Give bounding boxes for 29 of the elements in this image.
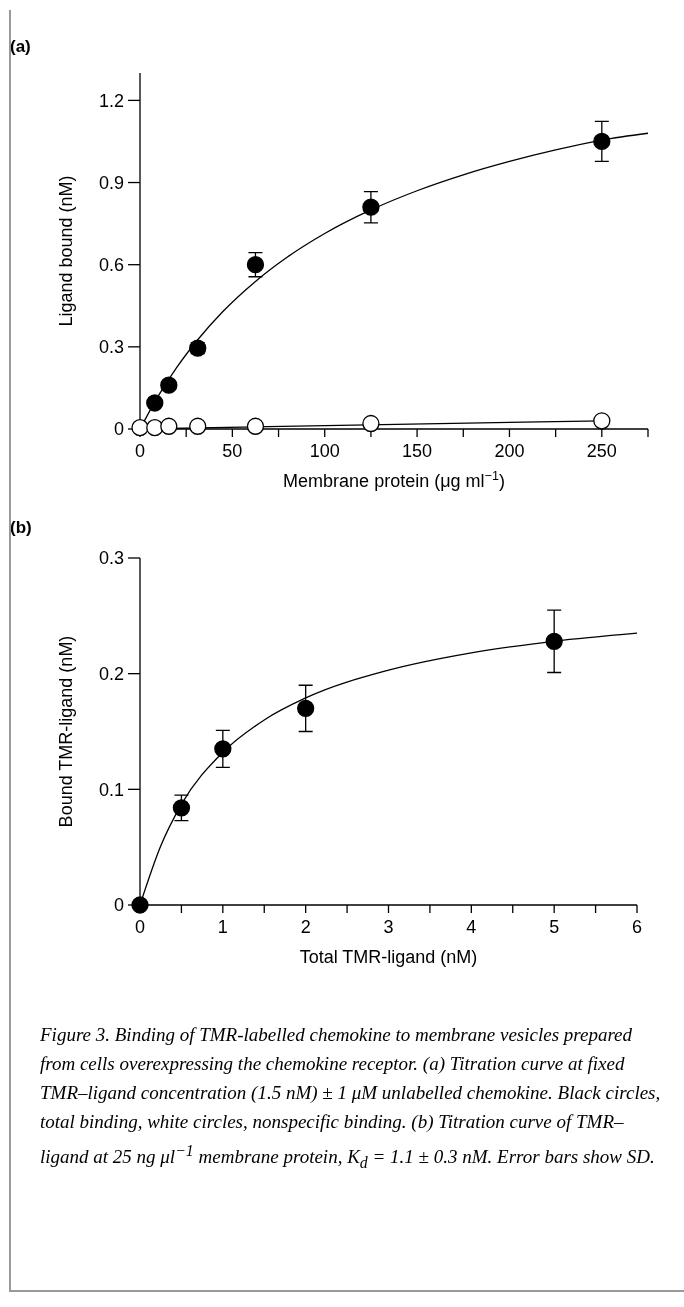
y-tick-label: 0.3 xyxy=(98,337,124,358)
x-tick-label: 50 xyxy=(222,441,243,461)
x-tick-label: 250 xyxy=(586,441,617,461)
x-tick-label: 1 xyxy=(217,917,228,937)
x-tick-label: 3 xyxy=(383,917,394,937)
y-tick-label: 1.2 xyxy=(98,90,124,111)
x-tick-label: 100 xyxy=(309,441,340,461)
x-tick-label: 6 xyxy=(631,917,643,937)
x-tick-label: 0 xyxy=(134,917,146,937)
x-axis-title: Total TMR-ligand (nM) xyxy=(299,947,478,967)
x-tick-label: 150 xyxy=(402,441,433,461)
x-tick-label: 0 xyxy=(134,441,146,461)
y-tick-label: 0.2 xyxy=(98,663,124,684)
x-tick-label: 4 xyxy=(466,917,477,937)
chart-title: (b) xyxy=(10,518,32,537)
x-tick-label: 2 xyxy=(300,917,311,937)
y-tick-label: 0.6 xyxy=(98,254,124,275)
text: Figure 3. Binding of TMR-labelled chemokine to membrane vesicles prepared from cells overexpressing the chemokine receptor. (a) Titration curve at fixed TMR–ligand concentration (1.5 nM) ± 1 μM unlabelled chemokine. Black circles, total binding, white circles, nonspecific binding. (b) Titration curve of TMR–ligand at 25 ng μl$^{−1}$ membrane protein, K$_{d}$ = 1.1 ± 0.3 nM. Error bars show SD. xyxy=(40,1024,661,1172)
y-tick-label: 0 xyxy=(113,895,124,916)
x-tick-label: 200 xyxy=(494,441,525,461)
x-axis-title: Membrane protein (μg ml$^{−1}$) xyxy=(283,469,505,491)
x-tick-label: 5 xyxy=(549,917,560,937)
chart-title: (a) xyxy=(10,37,31,56)
y-tick-label: 0.9 xyxy=(98,172,124,193)
y-tick-label: 0.3 xyxy=(98,548,124,569)
y-tick-label: 0.1 xyxy=(98,779,124,800)
y-tick-label: 0 xyxy=(113,419,124,440)
y-axis-title: Bound TMR-ligand (nM) xyxy=(56,635,76,828)
y-axis-title: Ligand bound (nM) xyxy=(56,175,76,327)
